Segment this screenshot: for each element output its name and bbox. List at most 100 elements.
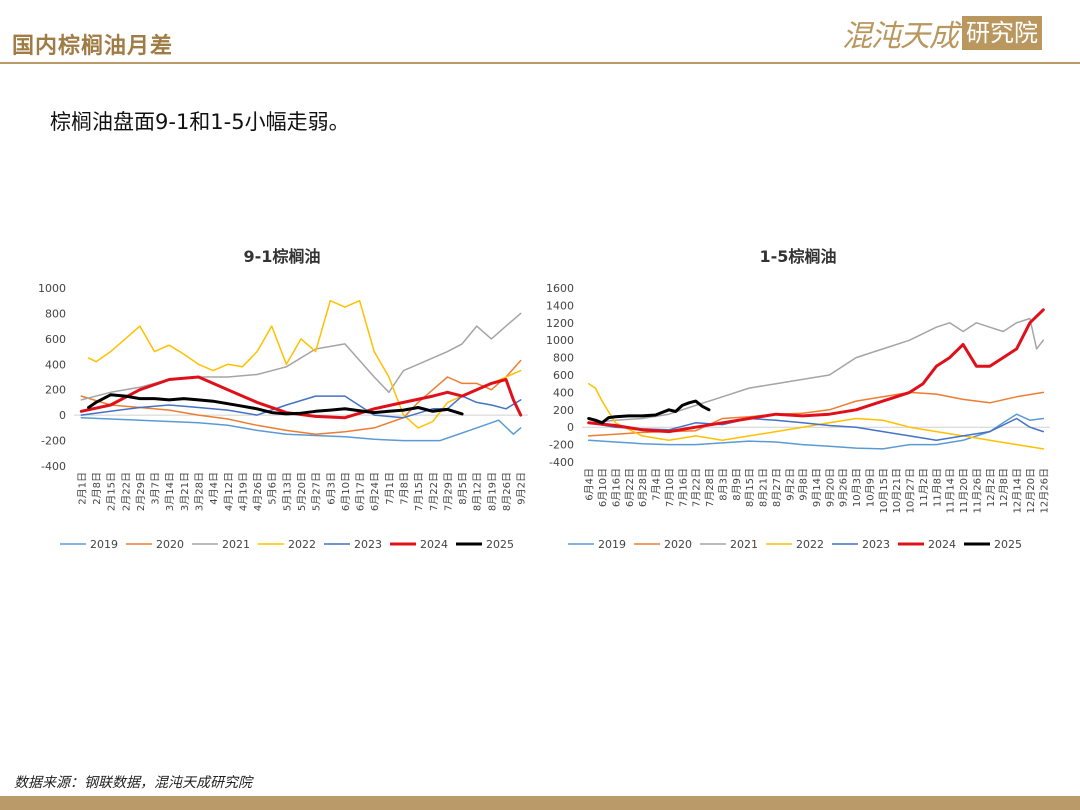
y-tick-label: 200	[553, 404, 574, 417]
x-tick-label: 12月8日	[998, 468, 1010, 507]
x-tick-label: 11月8日	[931, 468, 943, 507]
x-tick-label: 8月26日	[501, 472, 513, 511]
y-tick-label: -400	[549, 456, 574, 469]
x-tick-label: 8月9日	[731, 468, 743, 501]
x-tick-label: 4月12日	[223, 472, 235, 511]
data-source: 数据来源：钢联数据，混沌天成研究院	[14, 775, 252, 791]
x-tick-label: 2月1日	[76, 472, 88, 505]
x-tick-label: 9月8日	[798, 468, 810, 501]
x-tick-label: 7月22日	[691, 468, 703, 507]
x-tick-label: 11月14日	[945, 468, 957, 513]
brand-logo: 混沌天成 研究院	[842, 14, 1042, 54]
series-line-2019	[587, 413, 1045, 450]
x-tick-label: 12月20日	[1025, 468, 1037, 513]
y-tick-label: 1200	[546, 317, 574, 330]
x-tick-label: 9月20日	[824, 468, 836, 507]
chart-9-1: 9-1棕榈油 -400 -200 0 200 400 600 800 1000 2月1日 2月8日 2…	[22, 236, 540, 570]
series-line-2020	[80, 359, 522, 435]
y-tick-label: 600	[553, 369, 574, 382]
x-tick-label: 4月4日	[208, 472, 220, 505]
y-tick-label: 1600	[546, 282, 574, 295]
y-tick-label: 600	[45, 333, 66, 346]
x-tick-label: 8月21日	[758, 468, 770, 507]
legend-label-2025: 2025	[994, 538, 1022, 551]
legend-label-2023: 2023	[354, 538, 382, 551]
legend-label-2023: 2023	[862, 538, 890, 551]
footer-bar	[0, 796, 1080, 810]
x-tick-label: 7月1日	[384, 472, 396, 505]
x-tick-label: 6月28日	[637, 468, 649, 507]
legend-label-2022: 2022	[288, 538, 316, 551]
x-tick-label: 8月27日	[771, 468, 783, 507]
x-tick-label: 6月16日	[610, 468, 622, 507]
y-tick-label: 0	[567, 421, 574, 434]
page-title: 国内棕榈油月差	[12, 33, 174, 59]
x-tick-label: 12月26日	[1038, 468, 1050, 513]
y-tick-label: 800	[45, 307, 66, 320]
y-tick-label: -200	[41, 435, 66, 448]
x-tick-label: 3月21日	[179, 472, 191, 511]
x-tick-label: 8月3日	[717, 468, 729, 501]
x-tick-label: 3月28日	[193, 472, 205, 511]
slide-subtitle: 棕榈油盘面9-1和1-5小幅走弱。	[50, 110, 350, 134]
x-tick-label: 9月26日	[838, 468, 850, 507]
x-tick-label: 8月12日	[472, 472, 484, 511]
x-tick-label: 3月14日	[164, 472, 176, 511]
legend-label-2022: 2022	[796, 538, 824, 551]
x-tick-label: 6月4日	[584, 468, 596, 501]
y-tick-label: 1000	[38, 282, 66, 295]
x-tick-label: 5月13日	[281, 472, 293, 511]
x-tick-label: 8月19日	[486, 472, 498, 511]
x-tick-label: 3月7日	[150, 472, 162, 505]
x-tick-label: 6月17日	[355, 472, 367, 511]
x-tick-label: 7月29日	[442, 472, 454, 511]
x-tick-label: 5月6日	[267, 472, 279, 505]
y-tick-label: 400	[553, 386, 574, 399]
x-tick-label: 7月4日	[651, 468, 663, 501]
x-tick-label: 5月27日	[311, 472, 323, 511]
y-tick-label: -400	[41, 460, 66, 473]
chart-title: 1-5棕榈油	[760, 247, 837, 266]
x-tick-label: 12月2日	[985, 468, 997, 507]
x-tick-label: 10月15日	[878, 468, 890, 513]
x-tick-label: 4月26日	[252, 472, 264, 511]
y-tick-label: 200	[45, 384, 66, 397]
series-line-2023	[80, 395, 522, 419]
legend-label-2019: 2019	[90, 538, 118, 551]
x-tick-label: 9月2日	[516, 472, 528, 505]
x-tick-label: 10月9日	[864, 468, 876, 507]
legend-label-2020: 2020	[156, 538, 184, 551]
legend-label-2020: 2020	[664, 538, 692, 551]
chart-1-5: 1-5棕榈油 -400 -200 0 200 400 600 800 1000 1200 1400 1…	[542, 236, 1062, 570]
legend-label-2019: 2019	[598, 538, 626, 551]
series-line-2022	[87, 299, 522, 429]
x-tick-label: 7月28日	[704, 468, 716, 507]
legend-label-2021: 2021	[730, 538, 758, 551]
legend-label-2024: 2024	[928, 538, 956, 551]
x-tick-label: 5月20日	[296, 472, 308, 511]
x-tick-label: 6月22日	[624, 468, 636, 507]
x-tick-label: 4月19日	[237, 472, 249, 511]
series-line-2024	[79, 375, 523, 420]
legend-label-2024: 2024	[420, 538, 448, 551]
y-tick-label: 800	[553, 352, 574, 365]
chart-1-5-svg: 1-5棕榈油 -400 -200 0 200 400 600 800 1000 1200 1400 1…	[546, 247, 1050, 551]
x-tick-label: 7月15日	[413, 472, 425, 511]
x-tick-label: 2月8日	[91, 472, 103, 505]
logo-text: 混沌天成	[842, 19, 959, 54]
x-tick-label: 7月10日	[664, 468, 676, 507]
x-tick-label: 7月22日	[428, 472, 440, 511]
legend-label-2025: 2025	[486, 538, 514, 551]
x-tick-label: 8月15日	[744, 468, 756, 507]
x-tick-label: 10月21日	[891, 468, 903, 513]
y-tick-label: 1400	[546, 299, 574, 312]
x-tick-label: 6月3日	[325, 472, 337, 505]
x-tick-label: 6月10日	[340, 472, 352, 511]
x-tick-label: 7月8日	[399, 472, 411, 505]
x-tick-label: 11月2日	[918, 468, 930, 507]
series-line-2025	[587, 399, 711, 425]
header-divider	[0, 62, 1080, 64]
x-tick-label: 9月2日	[784, 468, 796, 501]
x-tick-label: 9月14日	[811, 468, 823, 507]
